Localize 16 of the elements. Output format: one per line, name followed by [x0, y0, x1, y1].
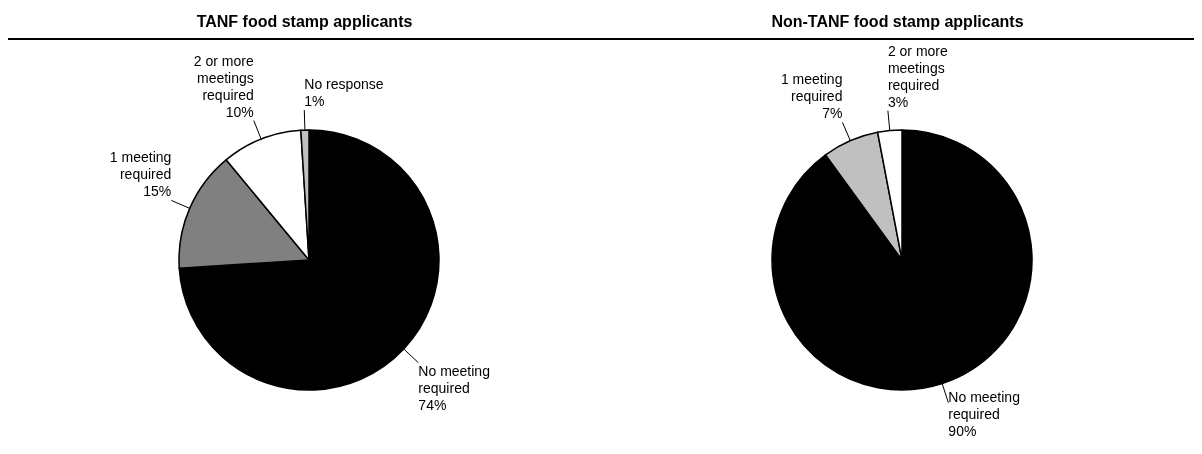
- data-label: 7%: [822, 105, 843, 122]
- data-label: 74%: [418, 396, 447, 413]
- data-label: 3%: [887, 93, 909, 110]
- slice-label: 1 meeting required: [109, 149, 172, 183]
- slice-label: 2 or more meetings required: [193, 52, 254, 103]
- slice-label: No meeting required: [418, 362, 490, 396]
- chart-title: TANF food stamp applicants: [8, 8, 601, 40]
- slice-label: 2 or more meetings required: [887, 42, 949, 93]
- data-label: 10%: [225, 103, 254, 120]
- slice-label: 1 meeting required: [780, 71, 843, 105]
- data-label: 90%: [948, 423, 977, 439]
- slice-label: No response: [304, 76, 384, 93]
- chart-title: Non-TANF food stamp applicants: [601, 8, 1194, 40]
- data-label: 15%: [143, 183, 172, 200]
- slice-label: No meeting required: [948, 389, 1020, 422]
- data-label: 1%: [304, 93, 325, 110]
